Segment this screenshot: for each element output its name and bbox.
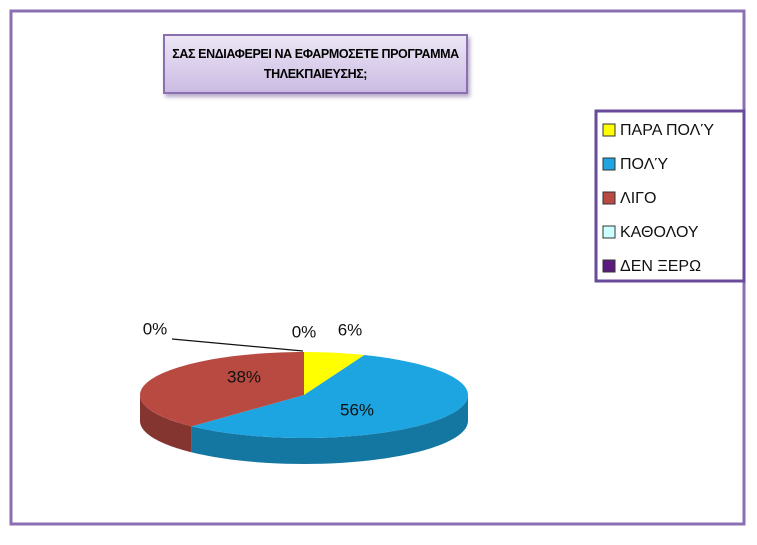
leader-line <box>171 338 304 352</box>
slice <box>191 355 468 438</box>
data-label: 56% <box>340 400 374 419</box>
legend-swatch <box>602 191 616 205</box>
data-label: 6% <box>338 320 363 339</box>
chart-title: ΣΑΣ ΕΝΔΙΑΦΕΡΕΙ ΝΑ ΕΦΑΡΜΟΣΕΤΕ ΠΡΟΓΡΑΜΜΑ Τ… <box>163 34 468 94</box>
legend-swatch <box>602 157 616 171</box>
legend-label: ΔΕΝ ΞΕΡΩ <box>620 258 701 275</box>
legend-swatch <box>602 225 616 239</box>
slice <box>140 352 304 427</box>
legend-label: ΠΑΡΑ ΠΟΛΎ <box>620 122 714 139</box>
slice-side <box>140 395 192 453</box>
legend-label: ΛΙΓΟ <box>620 190 656 207</box>
slice <box>304 352 365 395</box>
legend-swatch <box>602 259 616 273</box>
data-label: 0% <box>292 322 317 341</box>
legend-swatch <box>602 123 616 137</box>
data-label: 0% <box>143 319 168 338</box>
legend-label: ΠΟΛΎ <box>620 156 668 173</box>
data-label: 38% <box>227 367 261 386</box>
legend-label: ΚΑΘΟΛΟΥ <box>620 224 699 241</box>
slice-side <box>191 395 469 464</box>
legend-box <box>594 109 746 283</box>
